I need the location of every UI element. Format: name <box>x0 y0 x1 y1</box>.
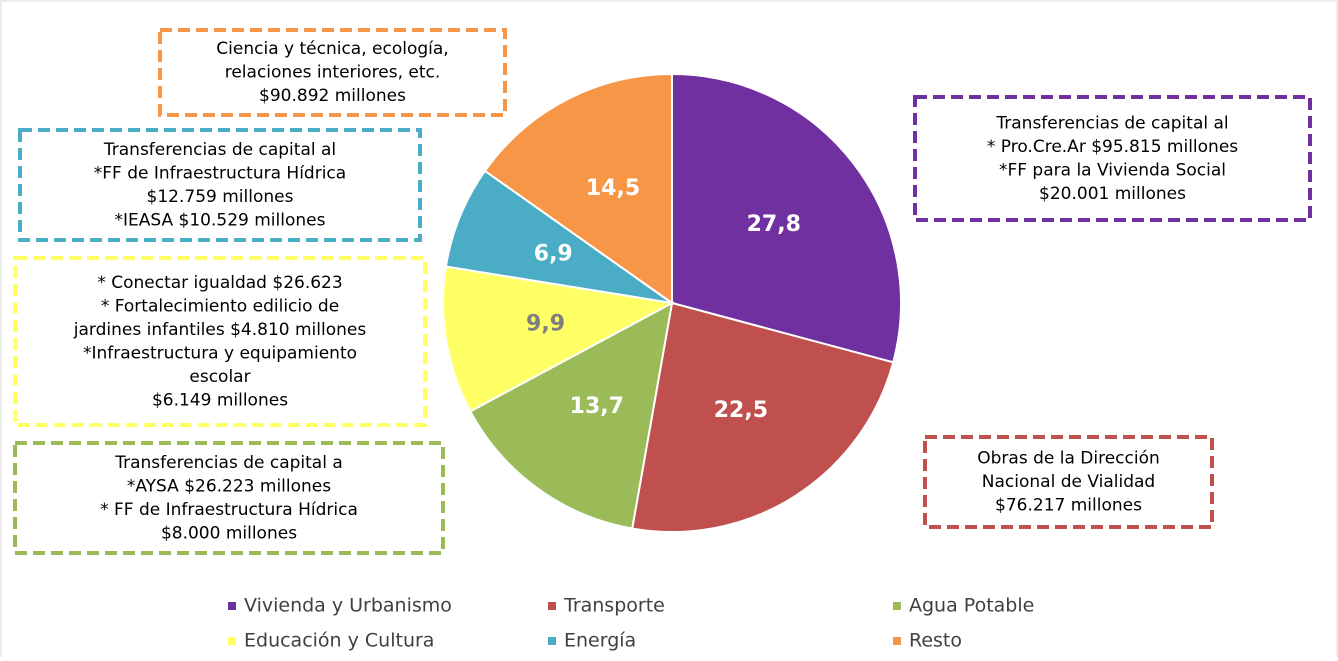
legend-label: Energía <box>564 630 636 652</box>
value-label: 14,5 <box>586 176 640 201</box>
annotation-text: $12.759 millones <box>147 187 294 207</box>
pie-slice <box>442 265 676 413</box>
annotation-box <box>923 435 1214 529</box>
legend-swatch <box>893 637 901 645</box>
annotation-text: $20.001 millones <box>1039 184 1186 204</box>
legend-label: Resto <box>909 630 962 652</box>
annotation-text: *FF de Infraestructura Hídrica <box>94 163 346 183</box>
annotation-text: relaciones interiores, etc. <box>225 63 441 83</box>
annotation-text: *IEASA $10.529 millones <box>115 210 326 230</box>
annotation-text: Transferencias de capital a <box>114 453 343 473</box>
annotation-text: $76.217 millones <box>995 496 1142 516</box>
pie-slice <box>671 72 902 364</box>
value-label: 9,9 <box>526 311 565 336</box>
value-label: 22,5 <box>714 398 768 423</box>
annotation-text: jardines infantiles $4.810 millones <box>73 320 367 340</box>
annotation-text: escolar <box>189 367 250 387</box>
annotation-text: $8.000 millones <box>161 523 297 543</box>
annotation-text: *Infraestructura y equipamiento <box>83 343 357 363</box>
annotation-text: Obras de la Dirección <box>977 449 1160 469</box>
annotation-text: *FF para la Vivienda Social <box>999 160 1226 180</box>
annotation-box <box>13 256 427 427</box>
annotation-text: $90.892 millones <box>259 86 406 106</box>
legend-swatch <box>893 602 901 610</box>
value-label: 6,9 <box>534 242 573 267</box>
legend-swatch <box>228 637 236 645</box>
legend-swatch <box>228 602 236 610</box>
annotation-text: Transferencias de capital al <box>995 113 1228 133</box>
annotation-text: $6.149 millones <box>152 390 288 410</box>
annotation-text: * FF de Infraestructura Hídrica <box>100 500 358 520</box>
annotation-text: * Fortalecimiento edilicio de <box>101 296 339 316</box>
legend-label: Educación y Cultura <box>244 630 434 652</box>
legend-swatch <box>548 602 556 610</box>
pie-slice <box>444 169 673 304</box>
annotation-text: * Conectar igualdad $26.623 <box>97 273 342 293</box>
legend-label: Vivienda y Urbanismo <box>244 595 452 617</box>
pie-slice <box>483 72 673 305</box>
annotation-text: Transferencias de capital al <box>103 140 336 160</box>
annotation-box <box>18 128 422 242</box>
legend-swatch <box>548 637 556 645</box>
annotation-text: * Pro.Cre.Ar $95.815 millones <box>987 137 1238 157</box>
annotation-text: Ciencia y técnica, ecología, <box>216 39 448 59</box>
legend-label: Transporte <box>563 595 665 617</box>
pie-slice <box>631 301 895 533</box>
annotation-text: *AYSA $26.223 millones <box>127 476 331 496</box>
legend-label: Agua Potable <box>909 595 1034 617</box>
annotation-box <box>158 28 507 117</box>
value-label: 27,8 <box>747 212 801 237</box>
annotation-box <box>913 95 1312 222</box>
annotation-text: Nacional de Vialidad <box>982 472 1155 492</box>
value-label: 13,7 <box>570 394 624 419</box>
pie-slice <box>468 301 674 530</box>
